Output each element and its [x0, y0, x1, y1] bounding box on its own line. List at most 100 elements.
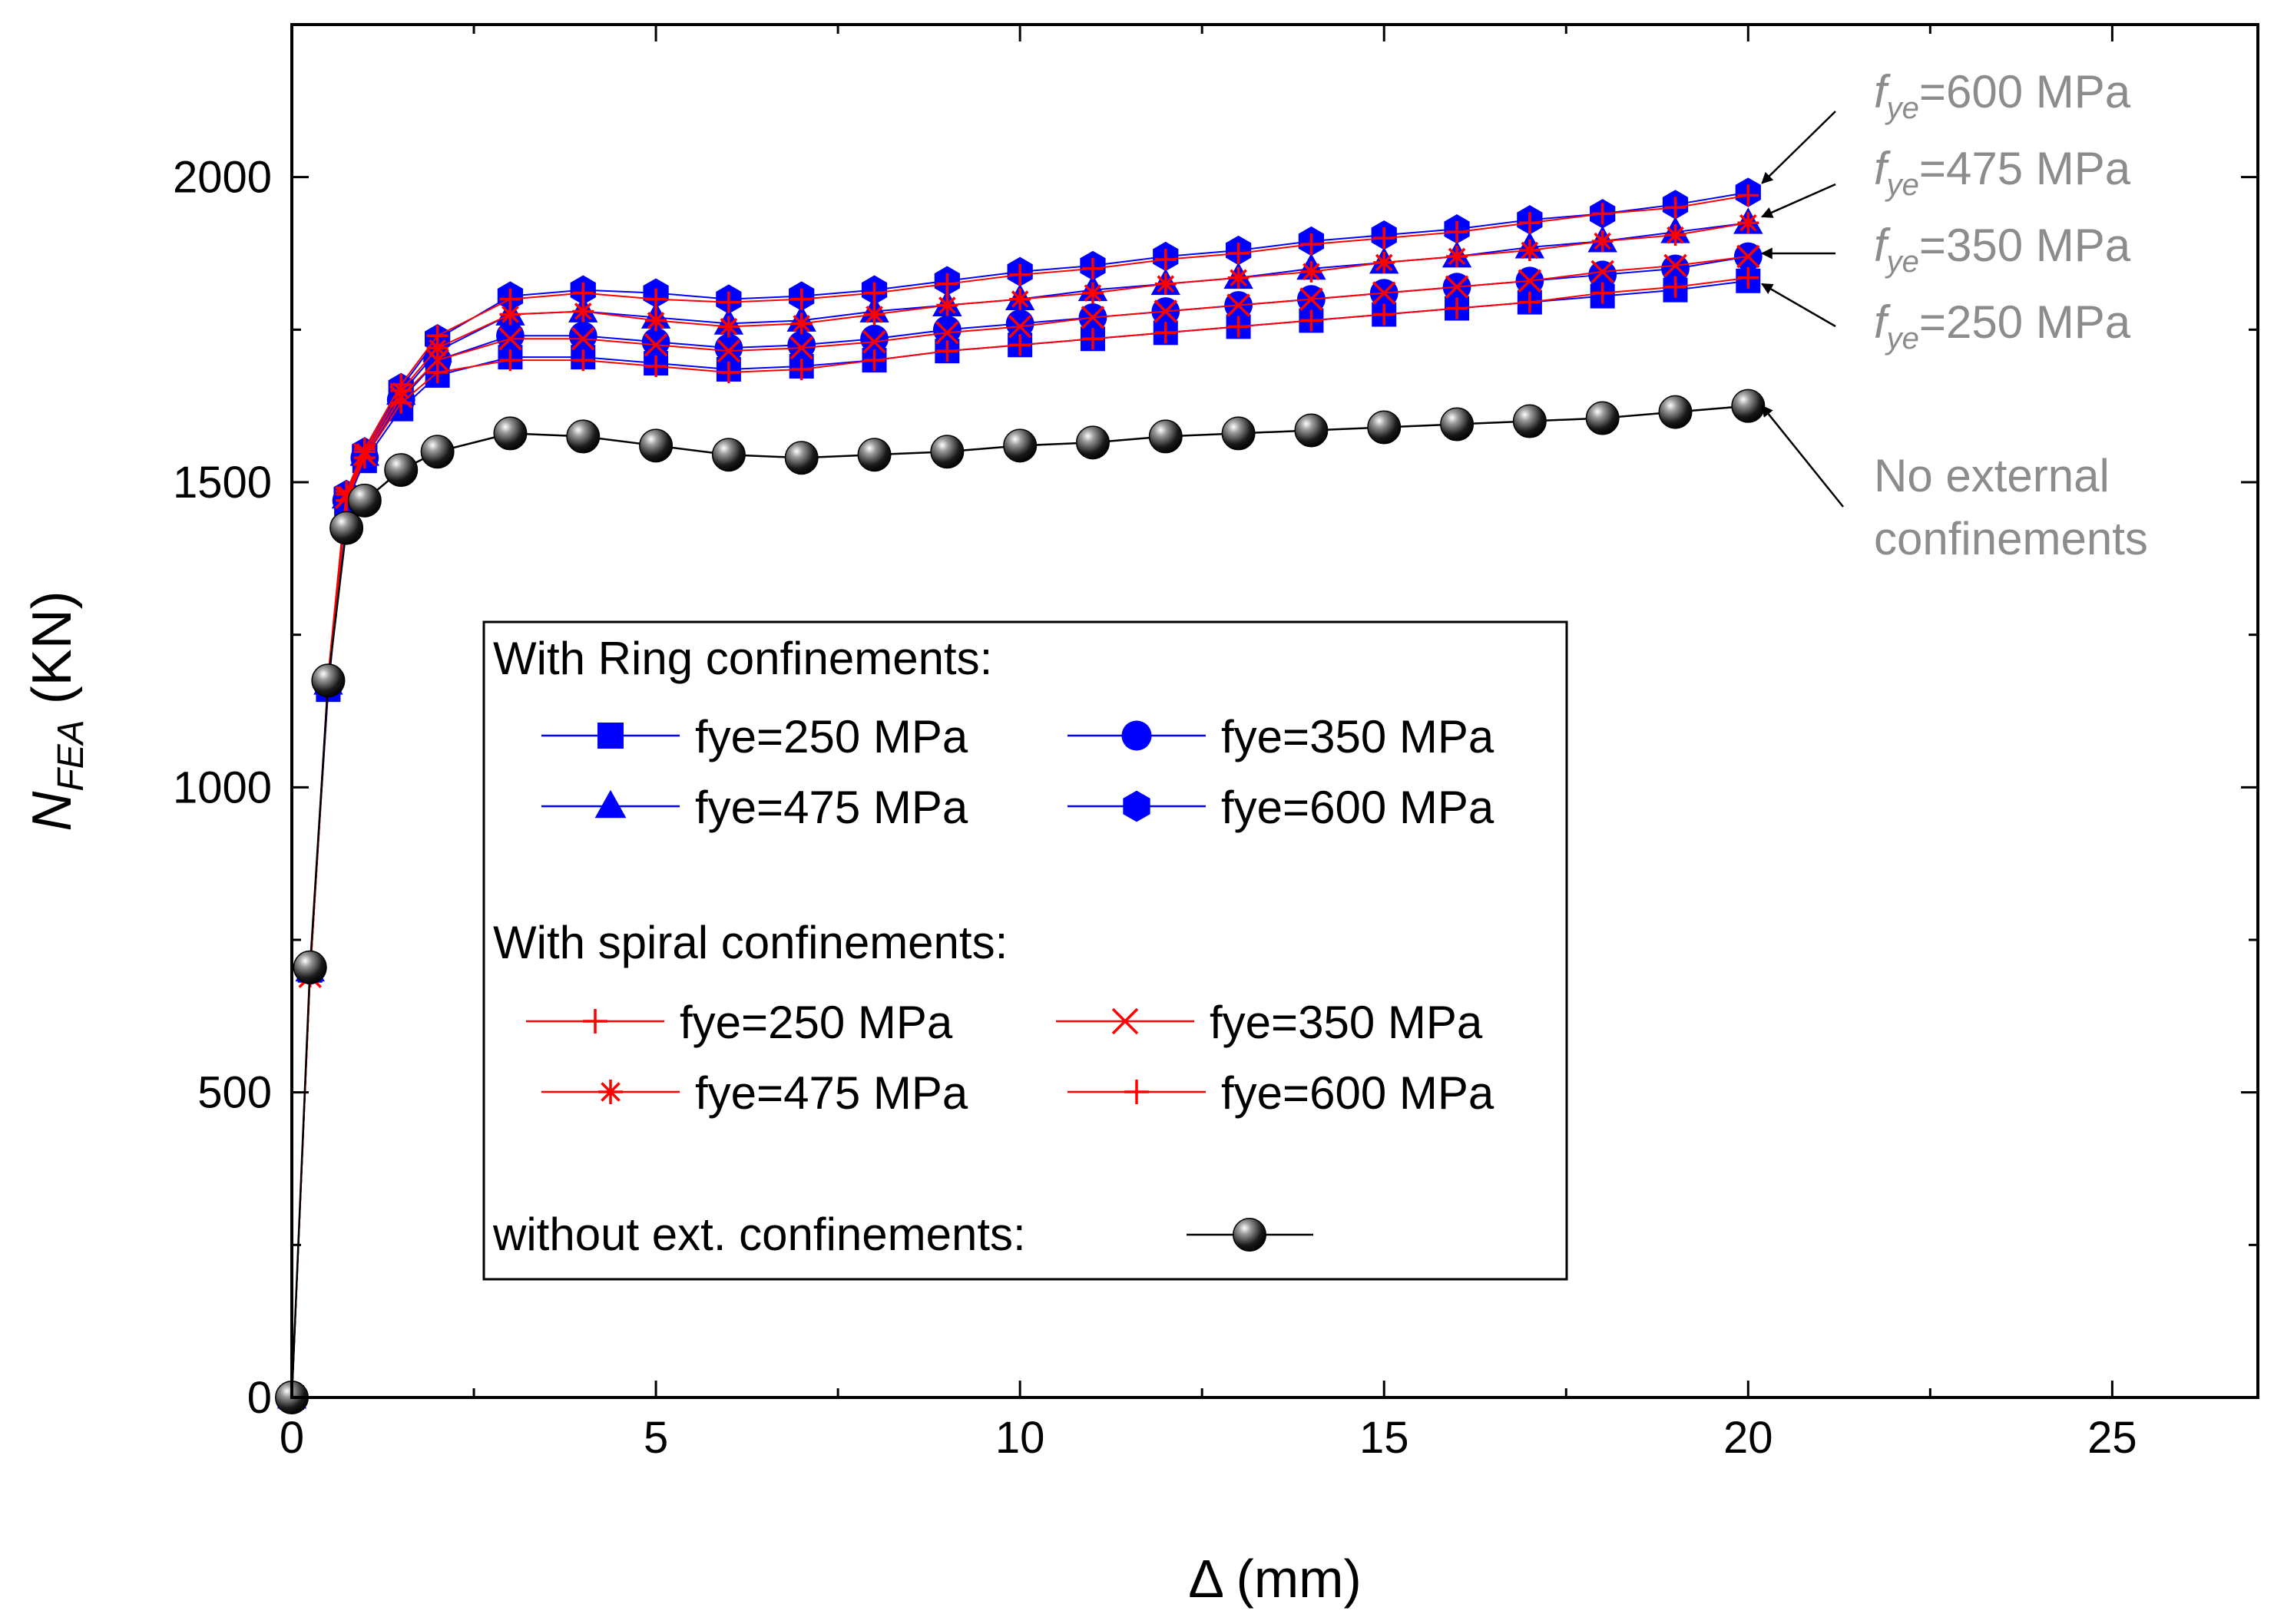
data-point-spiral-6-20	[1446, 245, 1468, 267]
legend: With Ring confinements: With spiral confi…	[482, 620, 1568, 1281]
data-point-spiral-6-23	[1664, 224, 1686, 246]
data-point-ring-1-9	[641, 327, 670, 356]
data-point-spiral-7-7	[499, 288, 521, 310]
data-point-spiral-6-18	[1300, 260, 1322, 283]
data-point-spiral-6-8	[572, 300, 594, 322]
data-point-spiral-6-9	[645, 309, 667, 332]
annotation-arrow-1	[1760, 183, 1836, 218]
data-point-spiral-5-15	[1081, 306, 1105, 329]
annotation-value: =475 MPa	[1919, 143, 2131, 194]
data-point-spiral-6-7	[499, 303, 521, 326]
data-point-spiral-4-9	[645, 356, 667, 378]
data-point-spiral-4-10	[717, 361, 740, 383]
data-point-spiral-4-21	[1518, 291, 1541, 313]
data-point-spiral-7-5	[390, 373, 412, 395]
data-point-none-8-6	[420, 435, 455, 469]
y-axis-label-unit: (KN)	[22, 590, 83, 719]
legend-header-spiral: With spiral confinements:	[493, 917, 1008, 968]
data-point-spiral-5-10	[717, 339, 741, 363]
annotation-value: =600 MPa	[1919, 66, 2131, 117]
y-tick-label: 0	[247, 1373, 272, 1423]
data-point-none-8-13	[930, 435, 965, 469]
data-point-none-8-12	[857, 438, 892, 472]
data-point-spiral-4-8	[572, 349, 594, 372]
data-point-spiral-7-23	[1664, 197, 1686, 219]
y-tick-label: 2000	[173, 153, 272, 203]
annotation-arrow-4	[1761, 405, 1844, 508]
y-tick-label: 1500	[173, 458, 272, 508]
plot-area	[275, 177, 1766, 1414]
data-point-none-8-8	[566, 419, 601, 454]
annotation-value: =350 MPa	[1919, 220, 2131, 271]
data-point-spiral-4-6	[426, 361, 449, 383]
data-point-spiral-7-21	[1518, 212, 1541, 234]
data-point-spiral-4-17	[1227, 316, 1250, 338]
data-point-ring-1-11	[787, 330, 816, 359]
data-point-spiral-4-16	[1154, 322, 1177, 344]
data-point-none-8-18	[1294, 413, 1329, 448]
legend-label-5: fye=350 MPa	[1210, 997, 1483, 1048]
data-point-spiral-4-11	[790, 358, 813, 380]
data-point-none-8-14	[1003, 428, 1038, 463]
data-point-spiral-6-6	[426, 337, 449, 359]
data-point-spiral-6-15	[1081, 282, 1104, 304]
data-point-spiral-7-6	[426, 325, 449, 347]
annotation-arrow-3	[1760, 283, 1836, 328]
data-point-none-8-7	[493, 416, 528, 451]
data-point-ring-1-22	[1588, 260, 1617, 289]
data-point-spiral-6-24	[1737, 212, 1759, 234]
legend-label-1: fye=350 MPa	[1221, 711, 1494, 762]
legend-label-0: fye=250 MPa	[695, 711, 968, 762]
data-point-spiral-6-12	[863, 303, 885, 326]
data-point-ring-1-10	[714, 333, 743, 362]
data-point-spiral-5-19	[1372, 281, 1396, 305]
data-point-spiral-4-13	[936, 340, 958, 362]
legend-marker-none	[1233, 1218, 1266, 1252]
data-point-spiral-5-24	[1736, 244, 1760, 269]
legend-marker-6	[598, 1080, 623, 1104]
data-point-spiral-5-13	[935, 321, 959, 345]
annotation-f: f	[1874, 66, 1891, 117]
annotation-arrow-0	[1761, 111, 1836, 184]
data-point-spiral-5-12	[862, 329, 886, 354]
legend-marker-4	[583, 1009, 607, 1034]
legend-marker-7	[1124, 1080, 1149, 1104]
annotation-value: =250 MPa	[1919, 296, 2131, 348]
data-point-spiral-6-21	[1518, 240, 1541, 262]
data-point-spiral-6-10	[717, 316, 740, 338]
data-point-none-8-16	[1148, 419, 1183, 454]
annotation-sub: ye	[1885, 168, 1919, 202]
data-point-spiral-7-12	[863, 282, 885, 304]
data-point-spiral-4-19	[1373, 303, 1395, 326]
data-point-none-8-9	[639, 428, 674, 463]
x-tick-label: 0	[280, 1413, 304, 1463]
data-point-none-8-4	[347, 483, 382, 518]
y-axis-label-subscript: FEA	[51, 719, 91, 791]
x-tick-label: 20	[1723, 1413, 1773, 1463]
data-point-spiral-6-14	[1009, 288, 1031, 310]
data-point-spiral-7-18	[1300, 233, 1322, 256]
data-point-spiral-5-9	[644, 332, 668, 357]
data-point-ring-1-14	[1005, 309, 1034, 338]
data-point-none-8-24	[1731, 389, 1766, 423]
annotation-label-3: fye=250 MPa	[1874, 296, 2131, 356]
data-point-spiral-6-11	[790, 313, 813, 335]
data-point-none-8-20	[1440, 407, 1475, 442]
data-point-spiral-7-20	[1446, 221, 1468, 243]
data-point-spiral-5-22	[1590, 260, 1614, 284]
legend-marker-3	[1123, 790, 1150, 822]
data-point-spiral-5-18	[1299, 287, 1323, 311]
data-point-spiral-4-18	[1300, 309, 1322, 332]
data-point-spiral-6-17	[1227, 266, 1250, 289]
data-point-ring-1-12	[860, 324, 889, 353]
data-point-spiral-4-24	[1737, 266, 1759, 289]
data-point-none-8-2	[311, 663, 346, 698]
annotation-label-0: fye=600 MPa	[1874, 66, 2131, 125]
data-point-none-8-21	[1512, 404, 1547, 438]
data-point-spiral-4-7	[499, 349, 521, 372]
y-tick-label: 1000	[173, 762, 272, 812]
x-tick-label: 15	[1359, 1413, 1409, 1463]
legend-label-3: fye=600 MPa	[1221, 782, 1494, 833]
axes: 0 5 10 15 20 25 0 500 1000 1500 2000 Δ (mm) NFEA (KN…	[22, 23, 2259, 1609]
